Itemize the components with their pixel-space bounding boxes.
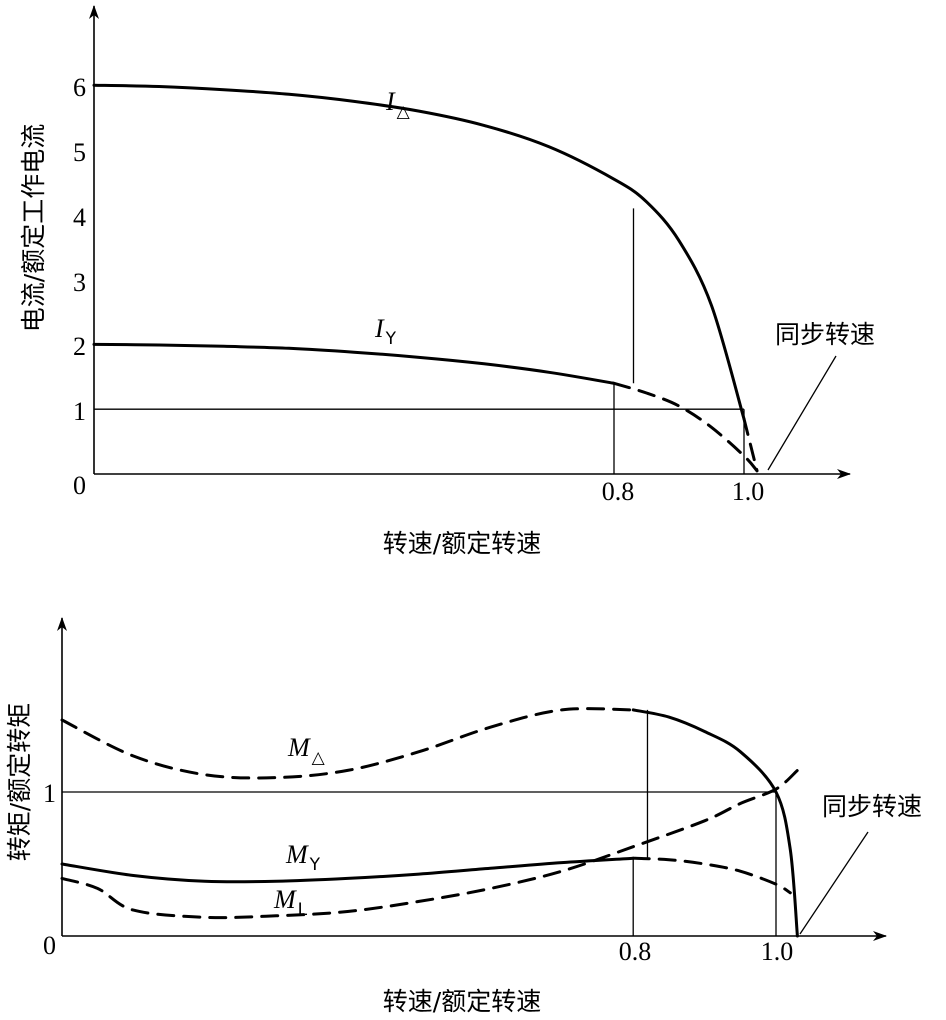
current-chart-x-tick-1.0: 1.0 [732, 477, 765, 506]
current-chart-y-tick-6: 6 [73, 73, 86, 102]
current-chart-y-axis-label: 电流/额定工作电流 [19, 124, 48, 332]
current-chart-series-1-solid-segment-0 [92, 342, 616, 385]
current-chart-x-axis-label: 转速/额定转速 [383, 529, 541, 558]
torque-chart-annotation: 同步转速 [822, 792, 922, 821]
torque-chart-x-tick-0.8: 0.8 [619, 937, 652, 966]
current-chart-annotation-leader [767, 355, 837, 471]
current-chart-annotation: 同步转速 [775, 320, 875, 349]
current-chart-y-tick-1: 1 [73, 397, 86, 426]
torque-chart-series-0-dashed-segment-0 [60, 707, 635, 780]
current-chart-series-1-dashed-segment-1 [612, 381, 759, 473]
current-chart: 6 5 4 3 2 1 0 0.8 1.0 电流/额定工作电流 转速/额定转速 … [19, 5, 875, 558]
current-chart-y-tick-2: 2 [73, 332, 86, 361]
current-chart-y-tick-5: 5 [73, 138, 86, 167]
torque-chart-x-tick-1.0: 1.0 [761, 937, 794, 966]
torque-chart-y-tick-0: 0 [43, 931, 56, 960]
torque-chart-annotation-leader [799, 831, 869, 935]
current-chart-y-tick-3: 3 [73, 268, 86, 297]
current-chart-y-tick-4: 4 [73, 203, 86, 232]
torque-chart-series-0-solid-segment-1 [631, 708, 799, 938]
torque-chart-y-axis-label: 转矩/额定转矩 [5, 703, 34, 861]
series-label-i-delta: I △ [385, 87, 411, 122]
torque-chart-x-axis-label: 转速/额定转速 [383, 987, 541, 1016]
current-chart-x-tick-0.8: 0.8 [602, 477, 635, 506]
current-chart-y-tick-0: 0 [73, 471, 86, 500]
torque-chart-y-tick-1: 1 [43, 779, 56, 808]
torque-chart-series-2-dashed-segment-0 [60, 768, 799, 920]
current-chart-series-0-solid-segment-0 [92, 83, 746, 421]
current-chart-series-0-dashed-segment-1 [742, 417, 759, 473]
torque-chart-series-1-dashed-segment-1 [631, 856, 792, 895]
torque-chart-series-1-solid-segment-0 [60, 856, 635, 884]
series-label-m-delta: M △ [287, 733, 326, 768]
